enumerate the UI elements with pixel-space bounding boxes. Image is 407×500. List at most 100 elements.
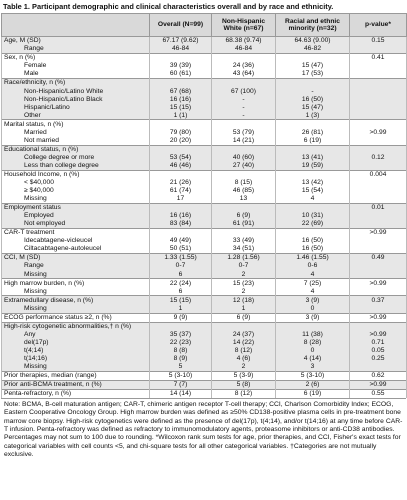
row-label: t(4;14) <box>1 346 150 355</box>
cell: 67 (100) <box>211 87 276 96</box>
table-row: Not married 20 (20) 14 (21) 6 (19) <box>1 136 407 146</box>
cell: 5 (3-10) <box>275 370 350 381</box>
cell: 64.63 (9.00) <box>275 36 350 46</box>
cell: 11 (38) <box>275 330 350 339</box>
column-header: Racial and ethnic minority (n=32) <box>275 13 350 37</box>
cell <box>275 321 350 331</box>
cell: 3 (9) <box>275 295 350 305</box>
cell: 0 <box>275 346 350 355</box>
table-row: < $40,000 21 (26) 8 (15) 13 (42) <box>1 178 407 187</box>
cell: - <box>211 95 276 104</box>
table-row: Educational status, n (%) <box>1 144 407 154</box>
cell: 83 (84) <box>149 220 212 229</box>
cell: 0.37 <box>349 295 407 305</box>
row-label: Any <box>1 330 150 339</box>
cell: 0.71 <box>349 338 407 347</box>
cell <box>349 362 407 372</box>
cell: >0.99 <box>349 312 407 323</box>
cell <box>349 321 407 331</box>
cell: 7 (7) <box>149 379 212 390</box>
cell <box>349 178 407 187</box>
cell: 15 (47) <box>275 62 350 71</box>
cell: 17 <box>149 194 212 204</box>
cell <box>349 194 407 204</box>
cell: 0.004 <box>349 169 407 179</box>
row-label: Employment status <box>1 202 150 212</box>
cell: 1 (3) <box>275 111 350 120</box>
table-row: t(4;14) 8 (8) 8 (12) 0 0.05 <box>1 346 407 355</box>
cell: - <box>211 111 276 120</box>
table-row: Non-Hispanic/Latino White 67 (68) 67 (100)… <box>1 87 407 96</box>
cell <box>211 202 276 212</box>
table-row: Penta-refractory, n (%) 14 (14) 8 (12) 6 (1… <box>1 388 407 399</box>
row-label: del(17p) <box>1 338 150 347</box>
row-label: Not employed <box>1 220 150 229</box>
cell: 13 (42) <box>275 178 350 187</box>
cell: 2 <box>211 270 276 279</box>
cell <box>211 78 276 88</box>
cell <box>211 144 276 154</box>
cell: 6 (9) <box>211 211 276 221</box>
cell: 14 (21) <box>211 136 276 146</box>
cell: 2 <box>211 287 276 296</box>
cell: 1.33 (1.55) <box>149 253 212 263</box>
cell <box>149 228 212 238</box>
row-label: Employed <box>1 211 150 221</box>
cell: 61 (91) <box>211 220 276 229</box>
table-row: Female 39 (39) 24 (36) 15 (47) <box>1 62 407 71</box>
row-label: College degree or more <box>1 153 150 162</box>
cell: 15 (15) <box>149 103 212 112</box>
cell <box>349 161 407 171</box>
cell: 20 (20) <box>149 136 212 146</box>
row-label: Prior therapies, median (range) <box>1 370 150 381</box>
cell: 15 (15) <box>149 295 212 305</box>
cell: 0.12 <box>349 153 407 162</box>
cell: 6 (19) <box>275 136 350 146</box>
table-row: CCI, M (SD) 1.33 (1.55) 1.28 (1.56) 1.46 (1… <box>1 253 407 263</box>
cell: 5 (3-10) <box>149 370 212 381</box>
cell: 14 (14) <box>149 388 212 399</box>
table-row: Missing 6 2 4 <box>1 270 407 279</box>
table-row: High marrow burden, n (%) 22 (24) 15 (23) 7… <box>1 278 407 288</box>
row-label: ECOG performance status ≥2, n (%) <box>1 312 150 323</box>
cell: 0-7 <box>149 262 212 271</box>
table-row: Missing 1 1 0 <box>1 304 407 314</box>
cell: 68.38 (9.74) <box>211 36 276 46</box>
cell: 49 (49) <box>149 237 212 246</box>
cell: 16 (16) <box>149 95 212 104</box>
cell: 15 (47) <box>275 103 350 112</box>
cell <box>349 270 407 279</box>
cell: 61 (74) <box>149 186 212 195</box>
cell <box>149 144 212 154</box>
cell <box>275 228 350 238</box>
table-title: Table 1. Participant demographic and cli… <box>3 2 334 11</box>
table-row: Household Income, n (%) 0.004 <box>1 169 407 179</box>
row-label: t(14;16) <box>1 354 150 363</box>
cell <box>275 202 350 212</box>
cell: 0.49 <box>349 253 407 263</box>
cell: 16 (50) <box>275 95 350 104</box>
cell: 5 (3-9) <box>211 370 276 381</box>
cell: >0.99 <box>349 278 407 288</box>
data-table: Overall (N=99) Non-Hispanic White (n=67) R… <box>1 13 407 399</box>
cell <box>211 53 276 63</box>
table-row: t(14;16) 8 (9) 4 (6) 4 (14) 0.25 <box>1 354 407 363</box>
row-label: Range <box>1 45 150 54</box>
row-label: ≥ $40,000 <box>1 186 150 195</box>
cell: 1 <box>149 304 212 314</box>
row-label: High marrow burden, n (%) <box>1 278 150 288</box>
row-label: High-risk cytogenetic abnormalities,† n … <box>1 321 150 331</box>
cell: 2 (6) <box>275 379 350 390</box>
row-label: Male <box>1 70 150 79</box>
row-label: Age, M (SD) <box>1 36 150 46</box>
row-label: Extramedullary disease, n (%) <box>1 295 150 305</box>
row-label: Idecabtagene-vicleucel <box>1 237 150 246</box>
cell: 46-84 <box>211 45 276 54</box>
row-label: Missing <box>1 287 150 296</box>
cell: 3 <box>275 362 350 372</box>
cell <box>149 321 212 331</box>
table-row: Sex, n (%) 0.41 <box>1 53 407 63</box>
table-row: Range 46-84 46-84 46-82 <box>1 45 407 54</box>
cell: >0.99 <box>349 128 407 137</box>
cell: 46 (85) <box>211 186 276 195</box>
